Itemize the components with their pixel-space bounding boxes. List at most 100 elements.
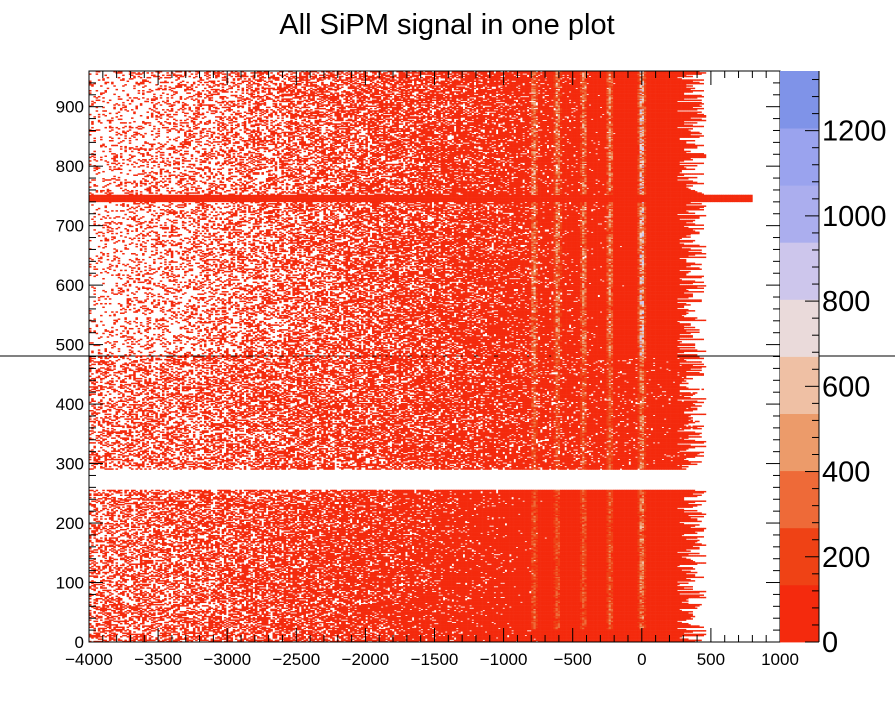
heatmap-cell (315, 629, 318, 630)
heatmap-cell (385, 635, 388, 636)
heatmap-cell (151, 630, 154, 631)
heatmap-cell (361, 640, 364, 641)
heatmap-cell (228, 640, 231, 641)
heatmap-cell (403, 636, 406, 637)
heatmap-cell (379, 629, 382, 630)
heatmap-cell (361, 631, 364, 632)
heatmap-cell (100, 628, 103, 629)
heatmap-cell (173, 640, 176, 641)
heatmap-cell (357, 637, 360, 638)
heatmap-cell (246, 632, 249, 633)
heatmap-cell (140, 638, 143, 639)
heatmap-cell (374, 640, 377, 641)
heatmap-cell (149, 629, 152, 630)
heatmap-cell (412, 628, 415, 629)
heatmap-cell (697, 630, 700, 631)
heatmap-cell (153, 630, 156, 631)
heatmap-cell (359, 628, 362, 629)
heatmap-cell (370, 628, 373, 629)
heatmap-cell (224, 634, 227, 635)
heatmap-cell (303, 630, 306, 631)
heatmap-cell (162, 627, 165, 628)
heatmap-cell (261, 631, 264, 632)
heatmap-cell (155, 627, 158, 628)
heatmap-cell (113, 638, 116, 639)
heatmap-cell (206, 640, 209, 641)
heatmap-cell (443, 636, 446, 637)
heatmap-cell (202, 635, 205, 636)
heatmap-cell (169, 630, 172, 631)
heatmap-cell (191, 631, 194, 632)
heatmap-cell (149, 631, 152, 632)
heatmap-cell (321, 631, 324, 632)
heatmap-cell (244, 629, 247, 630)
heatmap-cell (292, 638, 295, 639)
heatmap-cell (144, 629, 147, 630)
heatmap-cell (113, 627, 116, 628)
heatmap-cell (104, 628, 107, 629)
heatmap-cell (396, 635, 399, 636)
heatmap-cell (202, 627, 205, 628)
heatmap-cell (160, 637, 163, 638)
heatmap-cell (679, 638, 682, 639)
heatmap-cell (149, 635, 152, 636)
heatmap-cell (348, 631, 351, 632)
heatmap-cell (127, 627, 130, 628)
heatmap-cell (334, 635, 337, 636)
heatmap-cell (452, 634, 455, 635)
heatmap-cell (677, 629, 680, 630)
heatmap-cell (306, 627, 309, 628)
heatmap-cell (401, 627, 404, 628)
heatmap-cell (385, 628, 388, 629)
heatmap-cell (259, 628, 262, 629)
heatmap-cell (507, 637, 510, 638)
heatmap-cell (279, 630, 282, 631)
heatmap-cell (224, 629, 227, 630)
heatmap-cell (257, 636, 260, 637)
heatmap-cell (273, 632, 276, 633)
heatmap-cell (138, 634, 141, 635)
heatmap-cell (211, 630, 214, 631)
heatmap-cell (237, 640, 240, 641)
heatmap-cell (237, 629, 240, 630)
heatmap-cell (693, 640, 696, 641)
heatmap-cell (219, 637, 222, 638)
heatmap-cell (98, 628, 101, 629)
heatmap-cell (160, 632, 163, 633)
heatmap-cell (146, 640, 149, 641)
heatmap-cell (93, 628, 96, 629)
heatmap-cell (98, 638, 101, 639)
heatmap-cell (359, 635, 362, 636)
heatmap-cell (527, 631, 530, 632)
heatmap-cell (699, 634, 702, 635)
heatmap-cell (432, 629, 435, 630)
heatmap-cell (133, 628, 136, 629)
heatmap-cell (370, 635, 373, 636)
heatmap-cell (146, 628, 149, 629)
heatmap-cell (261, 640, 264, 641)
heatmap-cell (456, 631, 459, 632)
heatmap-cell (189, 631, 192, 632)
heatmap-cell (146, 632, 149, 633)
heatmap-cell (270, 629, 273, 630)
heatmap-cell (284, 634, 287, 635)
heatmap-cell (180, 636, 183, 637)
heatmap-cell (343, 638, 346, 639)
heatmap-cell (261, 634, 264, 635)
heatmap-cell (390, 630, 393, 631)
heatmap-cell (131, 640, 134, 641)
heatmap-cell (169, 637, 172, 638)
heatmap-cell (182, 634, 185, 635)
heatmap-cell (266, 630, 269, 631)
heatmap-cell (288, 631, 291, 632)
heatmap-cell (312, 631, 315, 632)
heatmap-cell (511, 634, 514, 635)
heatmap-cell (98, 632, 101, 633)
heatmap-cell (308, 630, 311, 631)
heatmap-cell (326, 634, 329, 635)
heatmap-cell (284, 631, 287, 632)
heatmap-cell (248, 627, 251, 628)
heatmap-cell (189, 640, 192, 641)
heatmap-cell (93, 635, 96, 636)
heatmap-cell (166, 627, 169, 628)
